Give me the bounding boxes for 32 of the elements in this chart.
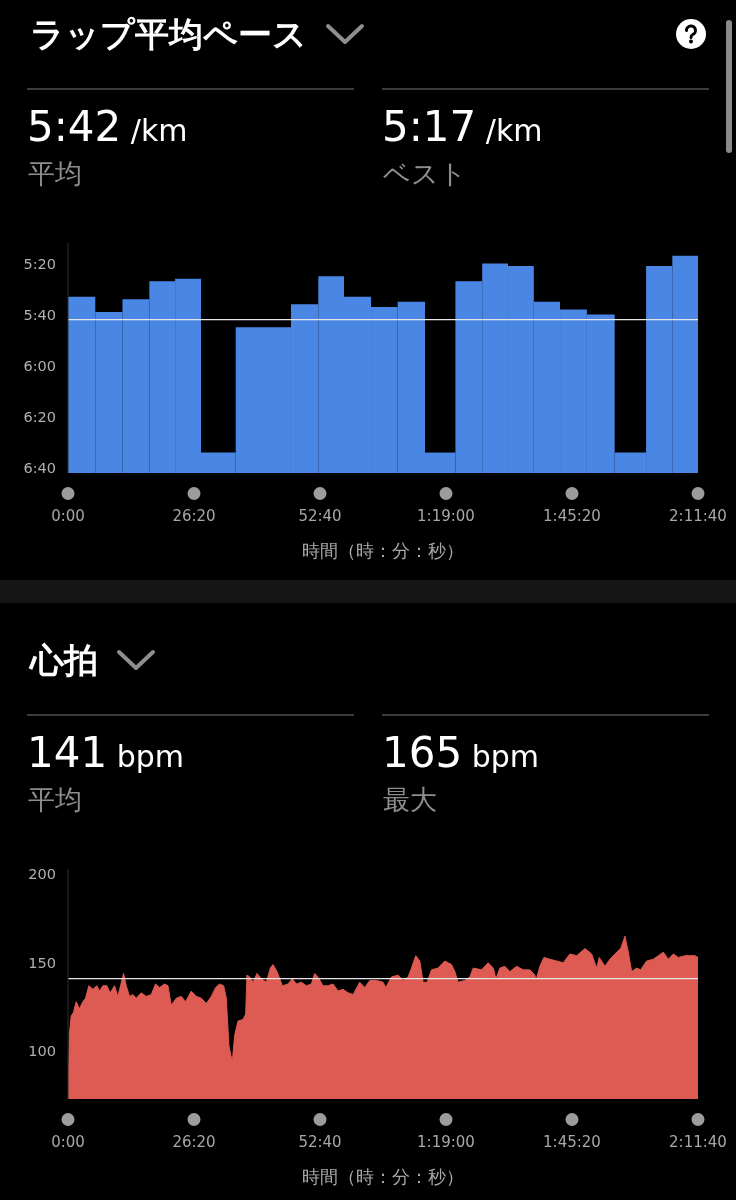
x-tick-label: 52:40 xyxy=(298,1133,342,1151)
text: 最大 xyxy=(383,784,437,815)
chart-title: 心拍 xyxy=(30,639,98,682)
y-tick-label: 6:20 xyxy=(23,408,56,425)
x-tick-label: 52:40 xyxy=(298,507,342,525)
text: 5:42 /km xyxy=(27,102,188,151)
x-tick-label: 26:20 xyxy=(172,507,216,525)
chart-title: ラップ平均ペース xyxy=(30,13,307,56)
text: 平均 xyxy=(28,784,82,815)
x-axis-title: 時間（時：分：秒） xyxy=(301,539,465,563)
x-axis-title: 時間（時：分：秒） xyxy=(301,1165,465,1189)
y-tick-label: 5:40 xyxy=(23,306,56,323)
x-tick-label: 0:00 xyxy=(51,507,85,525)
x-tick-label: 1:19:00 xyxy=(417,1133,475,1151)
text: 141 bpm xyxy=(27,728,185,777)
y-tick-label: 200 xyxy=(28,866,56,883)
x-tick-label: 1:19:00 xyxy=(417,507,475,525)
text: 平均 xyxy=(28,158,82,189)
x-tick-label: 2:11:40 xyxy=(669,1133,727,1151)
y-tick-label: 100 xyxy=(28,1043,56,1060)
x-tick-label: 0:00 xyxy=(51,1133,85,1151)
x-tick-label: 26:20 xyxy=(172,1133,216,1151)
y-tick-label: 5:20 xyxy=(23,255,56,272)
text: ベスト xyxy=(383,158,467,189)
text: 5:17 /km xyxy=(382,102,543,151)
x-tick-label: 1:45:20 xyxy=(543,507,601,525)
text: 165 bpm xyxy=(382,728,540,777)
y-tick-label: 150 xyxy=(28,954,56,971)
x-tick-label: 1:45:20 xyxy=(543,1133,601,1151)
x-tick-label: 2:11:40 xyxy=(669,507,727,525)
y-tick-label: 6:40 xyxy=(23,460,56,477)
y-tick-label: 6:00 xyxy=(23,357,56,374)
